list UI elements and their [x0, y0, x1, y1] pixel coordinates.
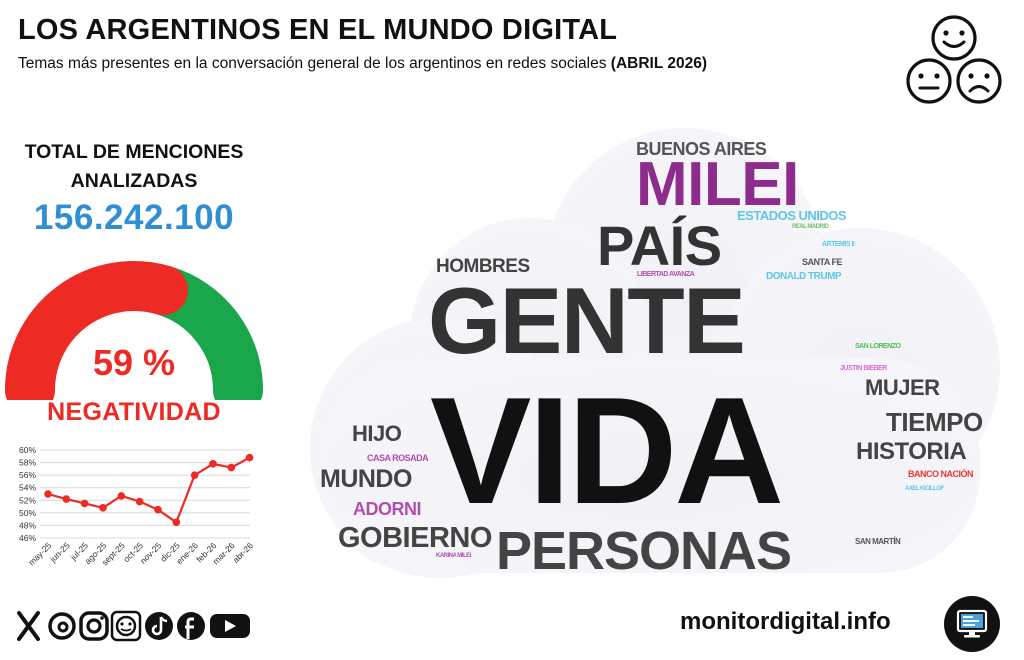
computer-monitor-icon — [944, 596, 1000, 652]
negativity-gauge — [5, 261, 263, 400]
cloud-word: HIJO — [352, 421, 402, 446]
cloud-word: PERSONAS — [496, 521, 792, 581]
cloud-word: SAN MARTÍN — [855, 537, 901, 546]
x-tick-label: abr-26 — [231, 540, 256, 565]
y-tick-label: 60% — [19, 445, 36, 455]
cloud-word: DONALD TRUMP — [766, 271, 842, 282]
cloud-word: GOBIERNO — [338, 522, 492, 554]
cloud-word: MILEI — [636, 150, 799, 219]
y-tick-label: 50% — [19, 508, 36, 518]
cloud-word: ADORNI — [353, 499, 422, 519]
y-tick-label: 52% — [19, 495, 36, 505]
page-subtitle: Temas más presentes en la conversación g… — [18, 55, 707, 73]
data-point — [135, 497, 144, 506]
data-point — [117, 492, 126, 500]
data-point — [44, 490, 52, 498]
y-tick-label: 48% — [19, 520, 36, 530]
x-tick-label: jun-25 — [47, 540, 72, 565]
negativity-label: NEGATIVIDAD — [47, 398, 221, 426]
y-tick-label: 46% — [19, 533, 36, 543]
y-tick-label: 58% — [19, 458, 36, 468]
cloud-word: LIBERTAD AVANZA — [637, 271, 695, 278]
data-point — [209, 460, 217, 468]
data-point — [227, 463, 236, 472]
data-point — [80, 499, 89, 508]
negativity-percent: 59 % — [92, 342, 176, 383]
negativity-trend-chart: 60%58%56%54%52%50%48%46%may-25jun-25jul-… — [19, 445, 256, 567]
x-icon[interactable] — [17, 611, 40, 641]
data-point — [245, 453, 254, 462]
cloud-word: JUSTIN BIEBER — [840, 365, 887, 372]
data-point — [154, 505, 162, 514]
instagram-icon[interactable] — [79, 611, 109, 641]
social-icons — [17, 610, 250, 642]
data-point — [62, 495, 71, 503]
happy-neutral-sad-faces-icon — [906, 15, 1002, 104]
website-link[interactable]: monitordigital.info — [680, 608, 891, 635]
cloud-word: ESTADOS UNIDOS — [737, 208, 847, 223]
cloud-word: HISTORIA — [856, 438, 967, 465]
page-title: LOS ARGENTINOS EN EL MUNDO DIGITAL — [18, 14, 618, 46]
total-label-line1: TOTAL DE MENCIONES — [24, 141, 244, 163]
cloud-word: MUJER — [865, 375, 940, 400]
subtitle-text: Temas más presentes en la conversación g… — [18, 55, 607, 72]
cloud-word: REAL MADRID — [792, 224, 829, 230]
telegram-icon[interactable] — [110, 610, 142, 642]
youtube-icon[interactable] — [210, 614, 250, 638]
x-tick-label: may-25 — [26, 540, 53, 567]
data-point — [172, 518, 181, 527]
total-mentions-label: TOTAL DE MENCIONES ANALIZADAS — [0, 138, 268, 196]
y-tick-label: 56% — [19, 470, 36, 480]
cloud-word: KARINA MILEI — [436, 553, 471, 559]
cloud-word: SANTA FE — [802, 257, 843, 267]
data-point — [99, 504, 107, 512]
cloud-word: VIDA — [430, 366, 784, 536]
y-tick-label: 54% — [19, 483, 36, 493]
x-tick-label: nov-25 — [138, 540, 164, 566]
cloud-word: BUENOS AIRES — [636, 139, 767, 159]
cloud-word: BANCO NACIÓN — [908, 469, 974, 479]
subtitle-date: (ABRIL 2026) — [610, 55, 707, 72]
cloud-word: TIEMPO — [886, 407, 983, 437]
gauge-negative-arc — [5, 261, 189, 400]
data-point — [190, 471, 199, 479]
facebook-icon[interactable] — [177, 612, 205, 640]
cloud-word: GENTE — [428, 268, 746, 373]
cloud-word: PAÍS — [597, 214, 722, 277]
tiktok-icon[interactable] — [145, 612, 173, 640]
cloud-word: HOMBRES — [436, 256, 530, 277]
cloud-word: MUNDO — [320, 465, 412, 493]
total-label-line2: ANALIZADAS — [70, 170, 198, 192]
threads-icon[interactable] — [48, 612, 76, 640]
cloud-word: SAN LORENZO — [855, 343, 901, 350]
cloud-word: CASA ROSADA — [367, 453, 429, 463]
cloud-word: AXEL KICILLOF — [905, 486, 944, 492]
cloud-word: ARTEMIS II — [822, 241, 855, 248]
total-mentions-value: 156.242.100 — [33, 198, 235, 237]
word-cloud-background — [310, 128, 1000, 578]
